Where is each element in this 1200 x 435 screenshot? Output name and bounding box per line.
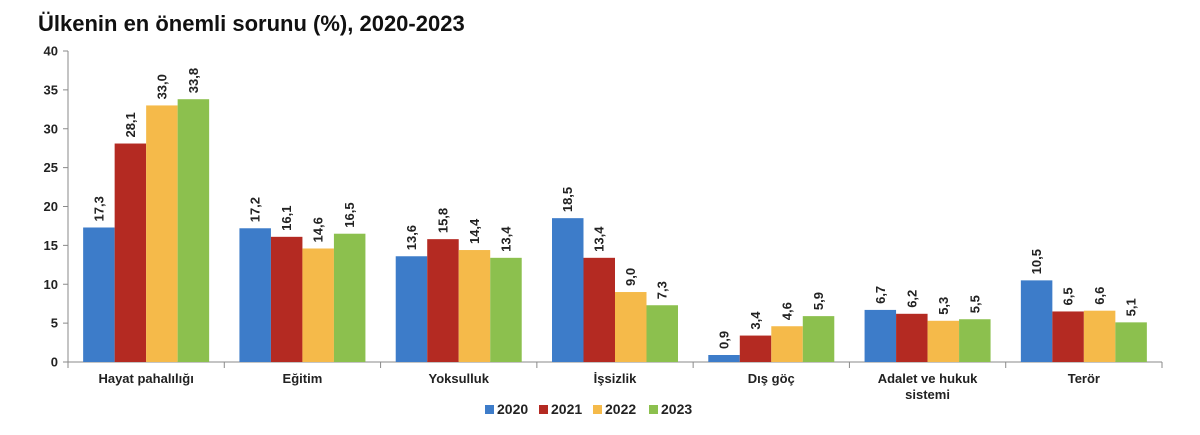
data-label: 3,4	[748, 311, 763, 330]
category-label: Adalet ve hukuk	[878, 371, 978, 386]
data-label: 6,2	[904, 290, 919, 308]
data-label: 15,8	[435, 208, 450, 233]
category-label: Yoksulluk	[428, 371, 489, 386]
data-label: 13,4	[592, 226, 607, 252]
data-label: 6,6	[1092, 287, 1107, 305]
y-tick-label: 20	[44, 199, 58, 214]
y-tick-label: 10	[44, 277, 58, 292]
category-label: Eğitim	[283, 371, 323, 386]
bar	[114, 143, 147, 362]
bar	[552, 218, 584, 362]
data-label: 33,8	[186, 68, 201, 93]
legend-label: 2022	[605, 401, 636, 417]
data-label: 28,1	[123, 112, 138, 137]
bar	[458, 250, 491, 362]
data-label: 17,3	[91, 196, 106, 221]
y-tick-label: 0	[51, 355, 58, 370]
data-label: 5,1	[1124, 298, 1139, 316]
bar	[302, 248, 334, 362]
bar	[1115, 322, 1147, 362]
bar	[615, 292, 647, 362]
data-label: 0,9	[717, 331, 732, 349]
data-label: 5,5	[967, 295, 982, 313]
legend-swatch	[649, 405, 658, 414]
legend-label: 2021	[551, 401, 582, 417]
legend-swatch	[593, 405, 602, 414]
legend-label: 2023	[661, 401, 692, 417]
data-label: 9,0	[623, 268, 638, 286]
bar	[739, 335, 772, 362]
data-label: 4,6	[780, 302, 795, 320]
data-label: 13,6	[404, 225, 419, 250]
bar	[1020, 280, 1053, 362]
data-label: 13,4	[498, 226, 513, 252]
category-label: sistemi	[905, 387, 950, 402]
bar	[583, 257, 615, 362]
legend-swatch	[539, 405, 548, 414]
bar	[959, 319, 991, 362]
chart-title: Ülkenin en önemli sorunu (%), 2020-2023	[38, 11, 465, 36]
category-label: Dış göç	[748, 371, 795, 386]
data-label: 6,7	[873, 286, 888, 304]
bar	[333, 233, 366, 362]
y-tick-label: 15	[44, 238, 58, 253]
category-label: Hayat pahalılığı	[98, 371, 193, 386]
data-label: 16,1	[279, 206, 294, 231]
data-label: 10,5	[1029, 249, 1044, 274]
bar	[708, 355, 740, 362]
category-label: Terör	[1068, 371, 1100, 386]
y-tick-label: 30	[44, 121, 58, 136]
bar	[395, 256, 428, 362]
category-label: İşsizlik	[594, 371, 637, 386]
data-label: 5,3	[936, 297, 951, 315]
bar	[646, 305, 678, 362]
data-label: 6,5	[1061, 287, 1076, 305]
bar	[270, 236, 303, 362]
data-label: 7,3	[655, 281, 670, 299]
data-label: 18,5	[560, 187, 575, 212]
bar	[83, 227, 115, 362]
data-label: 14,4	[467, 218, 482, 244]
y-tick-label: 35	[44, 82, 58, 97]
data-label: 5,9	[811, 292, 826, 310]
y-tick-label: 25	[44, 160, 58, 175]
bar	[802, 316, 835, 362]
data-label: 33,0	[154, 74, 169, 99]
bar	[864, 309, 897, 362]
bar	[146, 105, 178, 363]
bar	[1083, 310, 1116, 362]
bar	[927, 320, 960, 362]
legend-label: 2020	[497, 401, 528, 417]
legend-swatch	[485, 405, 494, 414]
bar	[896, 313, 928, 362]
data-label: 17,2	[248, 197, 263, 222]
y-tick-label: 40	[44, 44, 58, 59]
bar	[490, 257, 522, 362]
bar	[239, 228, 271, 362]
bar	[771, 326, 803, 362]
data-label: 14,6	[311, 217, 326, 242]
data-label: 16,5	[342, 202, 357, 227]
bar	[427, 239, 459, 362]
bar	[1052, 311, 1084, 362]
y-tick-label: 5	[51, 316, 58, 331]
bar	[177, 99, 210, 362]
